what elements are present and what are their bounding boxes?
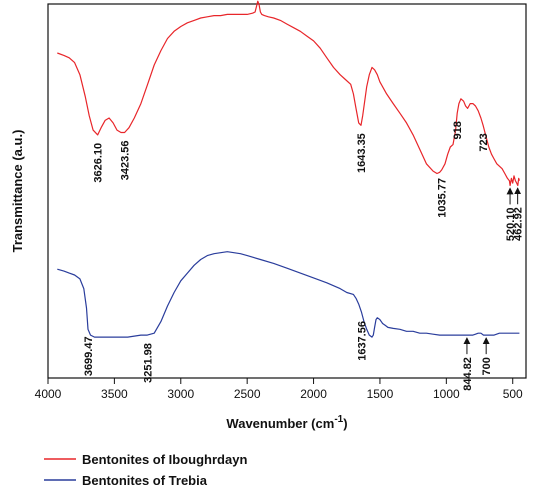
series-layer xyxy=(57,0,520,338)
x-axis-title: Wavenumber (cm-1) xyxy=(226,414,347,431)
x-tick-label-2000: 2000 xyxy=(300,387,327,401)
y-axis-title: Transmittance (a.u.) xyxy=(10,130,25,253)
peak-label-1: 3423.56 xyxy=(120,140,132,180)
peak-label-6: 520.10 xyxy=(505,207,517,241)
x-tick-label-3500: 3500 xyxy=(101,387,128,401)
peak-label-10: 1637.56 xyxy=(357,321,369,361)
plot-area-frame xyxy=(47,3,527,379)
x-tick-label-1500: 1500 xyxy=(367,387,394,401)
peak-label-7: 462.92 xyxy=(513,207,525,241)
peak-label-0: 3626.10 xyxy=(93,143,105,183)
peak-label-9: 3251.98 xyxy=(142,343,154,383)
peak-label-2: 1643.35 xyxy=(356,133,368,173)
x-tick-label-1000: 1000 xyxy=(433,387,460,401)
peak-label-12: 700 xyxy=(481,357,493,375)
legend-label-iboughrdayn: Bentonites of Iboughrdayn xyxy=(82,452,247,467)
peak-label-5: 723 xyxy=(478,133,490,151)
x-tick-label-3000: 3000 xyxy=(167,387,194,401)
series-line-0 xyxy=(57,0,520,187)
peak-label-11: 844.82 xyxy=(462,357,474,391)
annotation-layer: 3626.10 3423.56 1643.35 1035.77 918 723 520.10… xyxy=(83,121,525,391)
series-line-1 xyxy=(57,251,520,338)
peak-label-3: 1035.77 xyxy=(437,178,449,218)
peak-label-4: 918 xyxy=(452,121,464,139)
x-tick-label-2500: 2500 xyxy=(234,387,261,401)
x-axis: 4000 3500 3000 2500 2000 1500 1000 500 xyxy=(35,378,523,401)
x-tick-label-4000: 4000 xyxy=(35,387,62,401)
peak-label-8: 3699.47 xyxy=(83,336,95,376)
legend: Bentonites of Iboughrdayn Bentonites of … xyxy=(44,452,247,488)
legend-label-trebia: Bentonites of Trebia xyxy=(82,473,208,488)
x-tick-label-500: 500 xyxy=(503,387,523,401)
